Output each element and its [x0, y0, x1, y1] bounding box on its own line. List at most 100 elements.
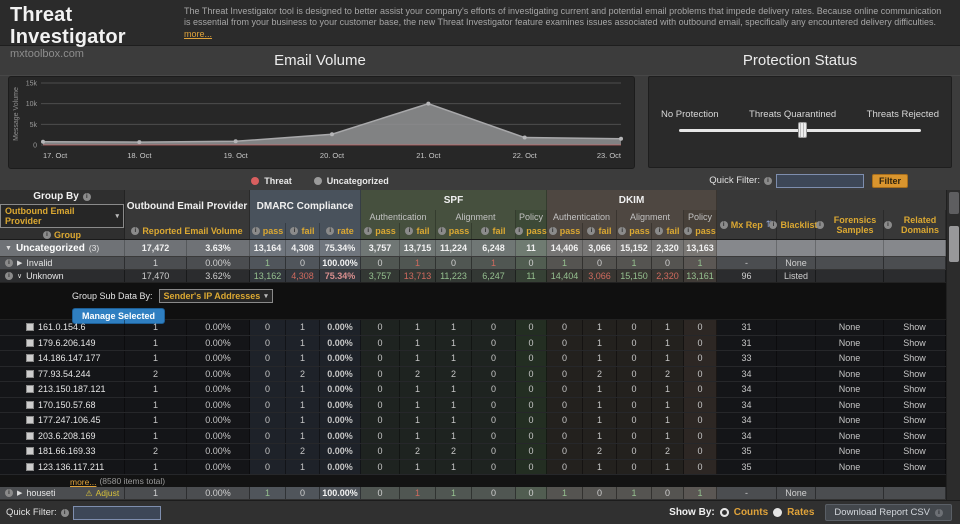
info-icon[interactable]: i: [5, 259, 13, 267]
row-label[interactable]: i ▶ houseti ⚠ Adjust: [0, 487, 125, 499]
row-checkbox[interactable]: [26, 416, 34, 425]
cell-related-domains[interactable]: Show: [884, 444, 946, 459]
cell-spf-align-pass: 1: [436, 320, 472, 335]
info-icon[interactable]: i: [763, 176, 772, 185]
cell-dkim-auth-fail: 1: [583, 397, 617, 412]
svg-text:15k: 15k: [26, 81, 38, 88]
info-icon[interactable]: i: [719, 220, 728, 229]
row-checkbox[interactable]: [26, 323, 34, 332]
col-header-spf-policy-pass: i pass: [515, 223, 547, 239]
row-checkbox[interactable]: [26, 385, 34, 394]
info-icon[interactable]: i: [364, 227, 373, 235]
row-checkbox[interactable]: [26, 338, 34, 347]
cell-dmarc-fail: 1: [286, 397, 320, 412]
rates-radio[interactable]: [773, 508, 783, 517]
cell-related-domains[interactable]: Show: [884, 397, 946, 412]
cell-blacklists: [777, 240, 816, 256]
download-csv-label: Download Report CSV: [834, 507, 930, 518]
cell-spf-align-pass: 2: [436, 366, 472, 381]
info-icon[interactable]: i: [290, 227, 299, 235]
cell-related-domains[interactable]: Show: [884, 335, 946, 350]
quick-filter-input[interactable]: [775, 173, 864, 188]
info-icon[interactable]: i: [655, 227, 664, 235]
group-row: ▼ Uncategorized (3) 17,472 3.63% 13,164 4,308 7…: [0, 240, 946, 257]
row-checkbox[interactable]: [26, 354, 34, 363]
info-icon[interactable]: i: [131, 227, 140, 235]
quick-filter-input-bottom[interactable]: [72, 505, 161, 520]
cell-related-domains[interactable]: Show: [884, 459, 946, 474]
vertical-scrollbar[interactable]: [946, 190, 960, 500]
row-label[interactable]: i ∨ Unknown: [0, 270, 125, 282]
info-icon[interactable]: i: [5, 489, 13, 497]
info-icon[interactable]: i: [82, 192, 91, 201]
row-label[interactable]: ▼ Uncategorized (3): [0, 240, 125, 256]
cell-reported-volume: 1: [125, 397, 187, 412]
info-icon[interactable]: i: [684, 227, 693, 235]
info-icon[interactable]: i: [481, 227, 490, 235]
group-by-dropdown[interactable]: Outbound Email Provider ▾: [0, 204, 124, 228]
more-link[interactable]: more...: [184, 29, 213, 39]
info-icon[interactable]: i: [5, 272, 13, 280]
cell-dmarc-rate: 0.00%: [320, 366, 361, 381]
cell-related-domains[interactable]: Show: [884, 382, 946, 397]
row-checkbox[interactable]: [26, 400, 34, 409]
more-items-link[interactable]: more...: [70, 476, 97, 487]
rates-option[interactable]: Rates: [787, 507, 815, 518]
counts-radio[interactable]: [719, 508, 729, 517]
cell-dmarc-fail: 1: [286, 459, 320, 474]
download-csv-button[interactable]: Download Report CSV i: [825, 504, 952, 521]
info-icon[interactable]: i: [587, 227, 596, 235]
row-checkbox[interactable]: [26, 447, 34, 456]
cell-spf-align-pass: 11,224: [436, 240, 472, 256]
cell-dkim-align-pass: 0: [617, 444, 652, 459]
row-name: 123.136.117.211: [38, 461, 105, 472]
protection-slider-track[interactable]: [679, 122, 921, 138]
cell-related-domains[interactable]: Show: [884, 320, 946, 335]
info-icon[interactable]: i: [60, 508, 69, 517]
cell-dmarc-rate: 0.00%: [320, 382, 361, 397]
info-icon[interactable]: i: [326, 227, 335, 235]
cell-dkim-auth-fail: 1: [583, 320, 617, 335]
cell-volume-pct: 0.00%: [187, 366, 250, 381]
adjust-warning[interactable]: ⚠ Adjust: [85, 488, 120, 498]
row-label: 77.93.54.244: [0, 366, 125, 381]
cell-spf-align-fail: 1: [472, 257, 516, 269]
cell-related-domains[interactable]: Show: [884, 413, 946, 428]
info-icon[interactable]: i: [816, 220, 824, 229]
cell-dmarc-pass: 0: [250, 459, 286, 474]
filter-button[interactable]: Filter: [871, 173, 908, 188]
cell-dkim-align-pass: 0: [617, 335, 652, 350]
info-icon[interactable]: i: [251, 227, 260, 235]
group-sub-data-dropdown[interactable]: Sender's IP Addresses ▾: [158, 289, 273, 303]
cell-related-domains[interactable]: Show: [884, 428, 946, 443]
counts-option[interactable]: Counts: [733, 507, 769, 518]
cell-mx-rep: -: [717, 487, 777, 499]
row-checkbox[interactable]: [26, 431, 34, 440]
row-label[interactable]: i ▶ Invalid: [0, 257, 125, 269]
cell-spf-auth-fail: 1: [400, 459, 436, 474]
cell-dmarc-fail: 1: [286, 413, 320, 428]
cell-spf-policy-pass: 0: [516, 487, 547, 499]
col-header-mx-rep[interactable]: iMx Rep⇅: [717, 210, 777, 239]
protection-slider-handle[interactable]: [797, 122, 807, 138]
cell-forensics-samples: [816, 240, 884, 256]
info-icon[interactable]: i: [618, 227, 627, 235]
scrollbar-thumb[interactable]: [949, 226, 959, 262]
info-icon[interactable]: i: [515, 227, 524, 235]
cell-reported-volume: 1: [125, 413, 187, 428]
info-icon[interactable]: i: [43, 231, 51, 239]
cell-related-domains[interactable]: Show: [884, 366, 946, 381]
info-icon[interactable]: i: [769, 220, 778, 229]
manage-selected-button[interactable]: Manage Selected: [72, 308, 166, 324]
info-icon[interactable]: i: [437, 227, 446, 235]
info-icon[interactable]: i: [405, 227, 414, 235]
row-checkbox[interactable]: [26, 369, 34, 378]
legend-uncategorized: Uncategorized: [313, 176, 389, 186]
cell-dkim-auth-fail: 1: [583, 428, 617, 443]
info-icon[interactable]: i: [548, 227, 557, 235]
row-checkbox[interactable]: [26, 462, 34, 471]
info-icon[interactable]: i: [884, 220, 892, 229]
cell-dkim-auth-pass: 14,404: [547, 270, 583, 282]
cell-related-domains[interactable]: Show: [884, 351, 946, 366]
svg-text:18. Oct: 18. Oct: [127, 151, 152, 160]
